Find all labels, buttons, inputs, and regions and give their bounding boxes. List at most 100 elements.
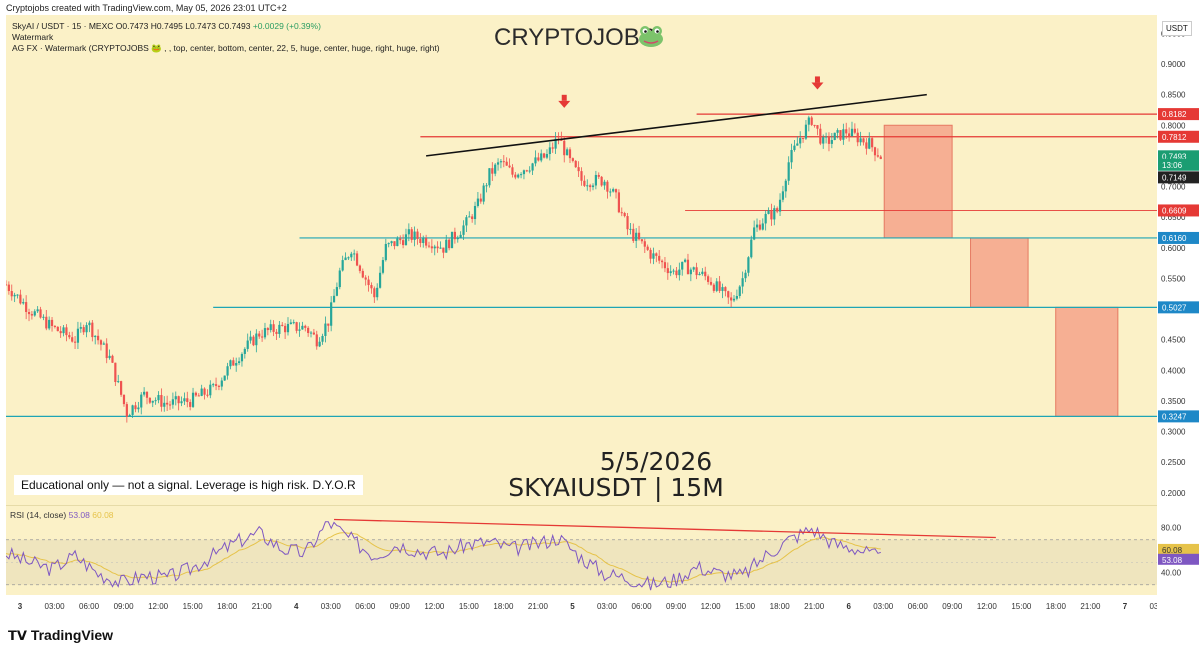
rsi-pane[interactable]: RSI (14, close) 53.08 60.08: [6, 505, 1157, 596]
candle-body: [442, 247, 445, 253]
rsi-plot[interactable]: [6, 506, 1157, 596]
candle-body: [753, 227, 756, 240]
candle-body: [531, 163, 534, 171]
time-tick-label: 21:00: [252, 602, 273, 611]
candle-body: [542, 153, 546, 158]
candle-body: [289, 322, 292, 324]
candle-body: [390, 241, 393, 244]
symbol-legend[interactable]: SkyAI / USDT · 15 · MEXC O0.7473 H0.7495…: [12, 21, 321, 31]
candle-body: [439, 247, 442, 249]
candle-body: [496, 162, 500, 165]
chart-credit: Cryptojobs created with TradingView.com,…: [6, 3, 287, 13]
price-tick-label: 0.6500: [1161, 213, 1186, 222]
candle-body: [603, 181, 606, 186]
candle-body: [709, 281, 713, 285]
candle-body: [865, 142, 868, 149]
time-tick-label: 09:00: [666, 602, 687, 611]
candle-body: [191, 392, 195, 407]
candle-body: [171, 399, 174, 405]
candle-body: [166, 402, 169, 405]
time-tick-label: 18:00: [1046, 602, 1067, 611]
candle-body: [387, 243, 390, 245]
price-axis-scale[interactable]: 0.95000.90000.85000.80000.75000.70000.65…: [1157, 15, 1200, 505]
candle-body: [96, 335, 100, 341]
candle-body: [652, 253, 655, 259]
candle-body: [376, 287, 379, 298]
candle-body: [824, 136, 828, 138]
candle-body: [7, 284, 10, 292]
candle-body: [767, 210, 770, 214]
candle-body: [620, 212, 623, 214]
rsi-legend[interactable]: RSI (14, close) 53.08 60.08: [10, 510, 114, 520]
rsi-ma-tag-text: 60.08: [1162, 546, 1183, 555]
indicator-legend-agfx[interactable]: AG FX · Watermark (CRYPTOJOBS 🐸 , , top,…: [12, 43, 440, 53]
candle-body: [355, 253, 359, 266]
candle-body: [519, 174, 523, 176]
candle-body: [217, 385, 221, 387]
candle-body: [330, 302, 333, 326]
candle-body: [813, 124, 816, 126]
candle-body: [168, 404, 172, 406]
candle-body: [479, 198, 482, 202]
candle-body: [163, 402, 166, 407]
ohlc-values: O0.7473 H0.7495 L0.7473 C0.7493: [115, 21, 251, 31]
time-tick-label: 06:00: [908, 602, 929, 611]
candle-body: [177, 396, 180, 404]
candle-body: [476, 198, 480, 206]
candle-body: [491, 168, 494, 174]
candle-body: [249, 336, 252, 341]
candle-body: [842, 129, 845, 140]
candle-body: [485, 185, 488, 187]
candle-body: [373, 288, 376, 298]
candle-body: [143, 391, 146, 395]
time-axis[interactable]: 3 03:00 06:00 09:00 12:00 15:00 18:00 21:00 4 03:…: [6, 595, 1157, 617]
time-tick-label: 06:00: [79, 602, 100, 611]
candle-body: [741, 278, 744, 287]
down-arrow-icon: [814, 76, 820, 83]
time-tick-label: 18:00: [770, 602, 791, 611]
price-axis[interactable]: 0.95000.90000.85000.80000.75000.70000.65…: [1157, 15, 1200, 505]
candle-body: [324, 323, 327, 336]
candle-body: [681, 261, 684, 270]
candle-body: [266, 328, 269, 331]
candle-body: [658, 255, 661, 261]
candle-body: [237, 361, 241, 364]
price-label-text: 13:06: [1162, 161, 1183, 170]
price-plot[interactable]: [6, 15, 1157, 505]
time-axis-scale[interactable]: 3 03:00 06:00 09:00 12:00 15:00 18:00 21:00 4 03:…: [6, 595, 1157, 617]
rsi-axis[interactable]: 80.00 40.00 60.08 53.08: [1157, 505, 1200, 595]
price-label-text: 0.6160: [1162, 234, 1187, 243]
candle-body: [856, 132, 859, 143]
disclaimer-box: Educational only — not a signal. Leverag…: [14, 475, 363, 495]
time-tick-label: 03:00: [597, 602, 618, 611]
candle-body: [292, 322, 295, 324]
candle-body: [586, 185, 589, 187]
candle-body: [197, 395, 200, 397]
candle-body: [692, 267, 695, 270]
candle-body: [255, 333, 258, 346]
candle-body: [635, 232, 638, 241]
price-label-text: 0.5027: [1162, 303, 1187, 312]
candle-body: [868, 138, 871, 149]
candle-body: [298, 329, 301, 331]
target-box-1: [883, 124, 953, 239]
candle-body: [332, 295, 336, 303]
price-chart[interactable]: SkyAI / USDT · 15 · MEXC O0.7473 H0.7495…: [6, 15, 1157, 505]
candle-body: [160, 395, 163, 407]
candle-body: [796, 143, 799, 146]
time-tick-label: 12:00: [977, 602, 998, 611]
currency-badge[interactable]: USDT: [1162, 21, 1192, 36]
indicator-legend-watermark[interactable]: Watermark: [12, 32, 54, 42]
candle-body: [804, 124, 808, 139]
trendline: [426, 93, 927, 157]
candle-body: [76, 328, 80, 343]
candle-body: [433, 246, 436, 249]
candle-body: [698, 273, 701, 276]
candle-body: [646, 246, 649, 250]
tradingview-logo[interactable]: 𝗧𝗩 TradingView: [8, 627, 113, 644]
candle-body: [102, 343, 105, 345]
candle-body: [833, 132, 836, 141]
price-tick-label: 0.4500: [1161, 336, 1186, 345]
candle-body: [632, 228, 635, 241]
